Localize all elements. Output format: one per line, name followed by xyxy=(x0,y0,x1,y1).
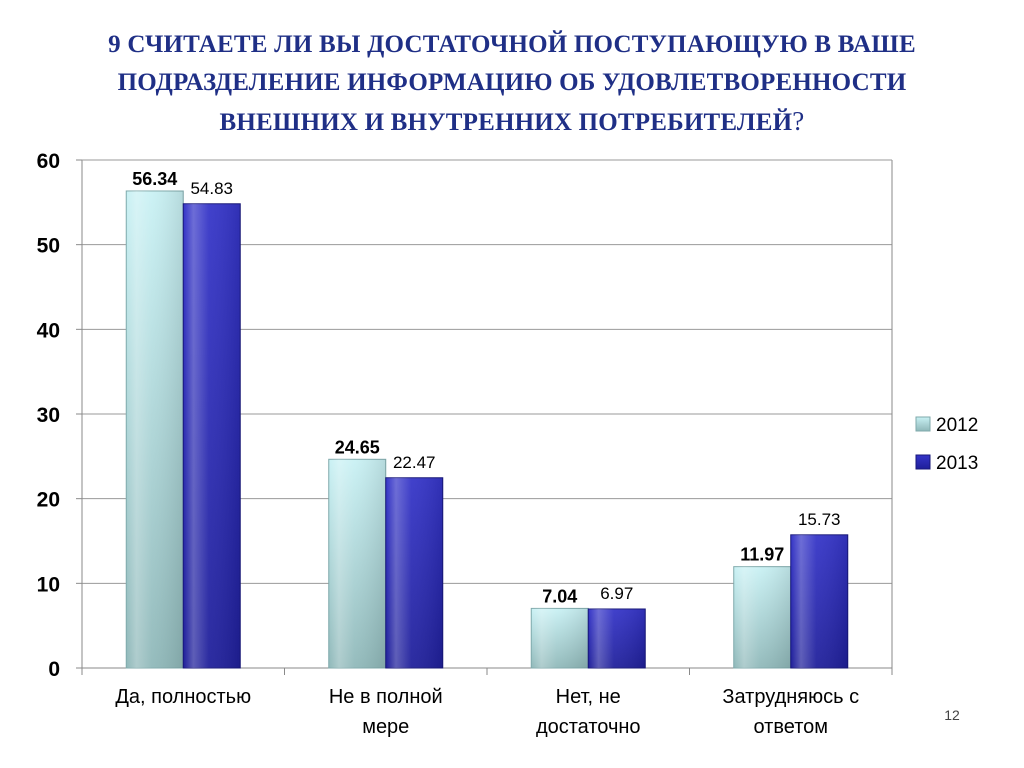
title-question-mark: ? xyxy=(792,106,805,136)
data-label: 54.83 xyxy=(190,179,233,198)
x-category-label: ответом xyxy=(753,716,828,738)
bar-2012-1 xyxy=(328,458,387,669)
bar-2013-0 xyxy=(182,203,241,669)
y-tick-label: 30 xyxy=(37,404,60,427)
y-tick-label: 50 xyxy=(37,235,60,258)
bar-shine xyxy=(588,608,646,668)
bar-2013-2 xyxy=(587,608,646,669)
bar-2012-0 xyxy=(125,190,184,669)
title-line-3: ВНЕШНИХ И ВНУТРЕННИХ ПОТРЕБИТЕЛЕЙ xyxy=(219,109,793,136)
legend-item-2013: 2013 xyxy=(915,453,978,474)
data-label: 15.73 xyxy=(798,510,841,529)
legend: 2012 2013 xyxy=(915,415,978,474)
bar-2012-3 xyxy=(733,566,792,669)
x-category-label: Нет, не xyxy=(556,686,621,708)
y-tick-label: 20 xyxy=(37,489,60,512)
data-label: 11.97 xyxy=(740,545,784,565)
data-label: 56.34 xyxy=(132,169,177,189)
bar-2013-3 xyxy=(790,534,849,669)
bar-2012-2 xyxy=(530,607,589,669)
bar-shine xyxy=(126,190,184,668)
x-category-label: достаточно xyxy=(536,716,641,738)
legend-label: 2012 xyxy=(936,415,978,436)
x-category-label: Да, полностью xyxy=(115,686,251,708)
bar-shine xyxy=(328,459,386,668)
data-labels: 56.34 24.65 7.04 11.97 54.83 22.47 6.97 15.73 xyxy=(132,169,840,606)
legend-swatch xyxy=(915,416,931,432)
x-category-label: Затрудняюсь с xyxy=(722,686,859,708)
title-line-2: ПОДРАЗДЕЛЕНИЕ ИНФОРМАЦИЮ ОБ УДОВЛЕТВОРЕН… xyxy=(117,69,907,96)
legend-item-2012: 2012 xyxy=(915,415,978,436)
bar-2013-1 xyxy=(385,477,444,669)
y-tick-label: 10 xyxy=(37,573,60,596)
x-category-labels: Да, полностью Не в полной мере Нет, не доста… xyxy=(115,686,859,738)
title-line-3-wrap: ВНЕШНИХ И ВНУТРЕННИХ ПОТРЕБИТЕЛЕЙ? xyxy=(30,102,994,142)
slide-title: 9 СЧИТАЕТЕ ЛИ ВЫ ДОСТАТОЧНОЙ ПОСТУПАЮЩУЮ… xyxy=(30,26,994,142)
data-label: 7.04 xyxy=(542,586,577,606)
bars xyxy=(125,190,849,669)
bar-shine xyxy=(183,203,241,669)
bar-shine xyxy=(531,608,589,668)
title-line-1: 9 СЧИТАЕТЕ ЛИ ВЫ ДОСТАТОЧНОЙ ПОСТУПАЮЩУЮ… xyxy=(108,31,916,58)
y-tick-labels: 0 10 20 30 40 50 60 xyxy=(37,150,60,681)
x-category-label: мере xyxy=(362,716,409,738)
page-number: 12 xyxy=(944,707,960,723)
bar-shine xyxy=(733,566,791,668)
data-label: 6.97 xyxy=(600,584,633,603)
bar-shine xyxy=(790,534,848,668)
data-label: 24.65 xyxy=(335,437,380,457)
y-tick-label: 40 xyxy=(37,319,60,342)
y-tick-label: 60 xyxy=(37,150,60,173)
bar-shine xyxy=(385,477,443,668)
y-tick-label: 0 xyxy=(48,658,60,681)
legend-swatch xyxy=(915,454,931,470)
data-label: 22.47 xyxy=(393,453,436,472)
x-category-label: Не в полной xyxy=(329,686,443,708)
legend-label: 2013 xyxy=(936,453,978,474)
